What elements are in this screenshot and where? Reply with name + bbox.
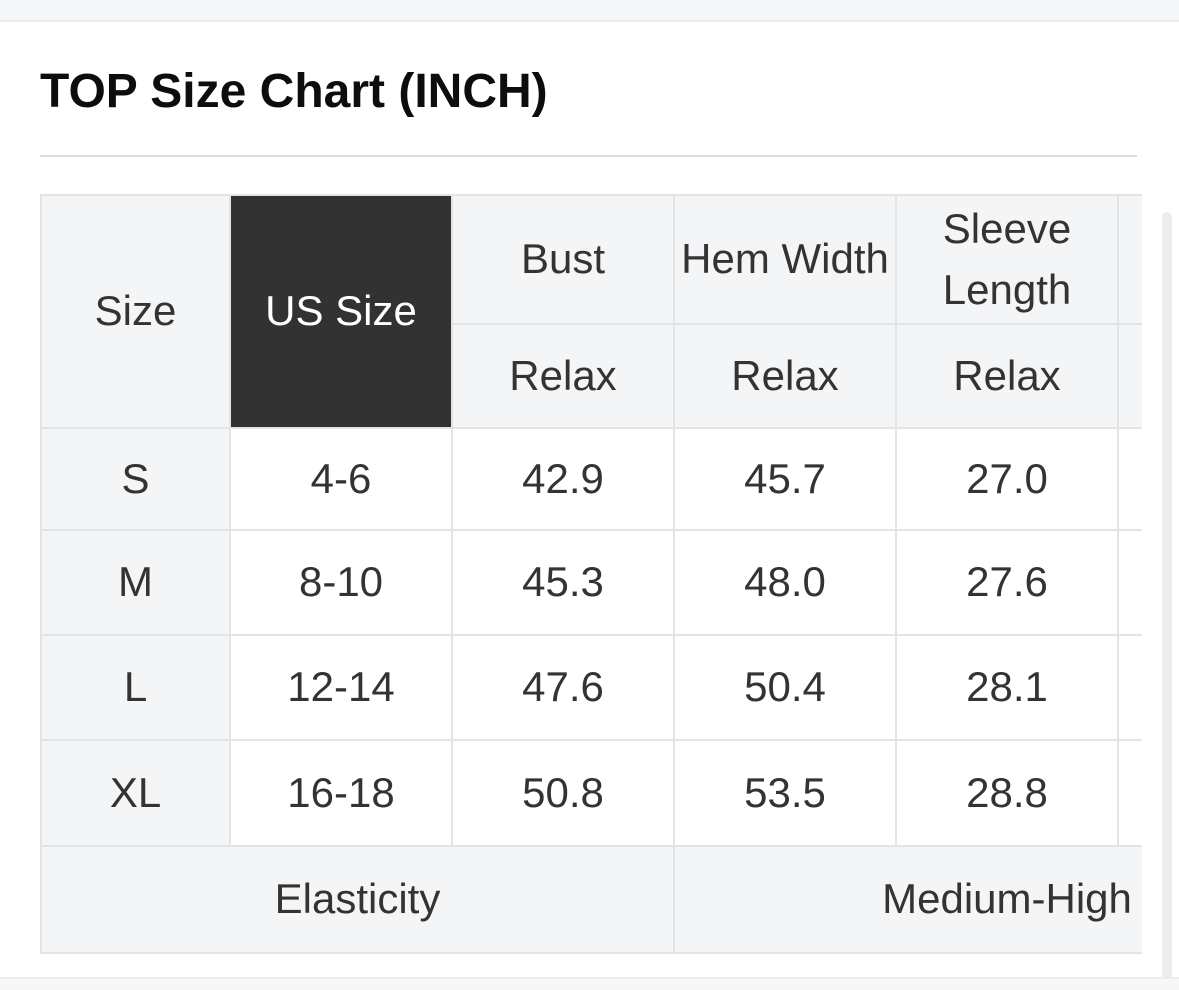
cell-us-size: 12-14 <box>229 634 453 742</box>
cell-partial <box>1117 739 1142 848</box>
header-sleeve-length: Sleeve Length <box>895 194 1119 326</box>
header-us-size-toggle[interactable]: US Size <box>229 194 453 430</box>
cell-sleeve-length: 27.6 <box>895 529 1119 637</box>
size-chart-table: Size US Size Bust Hem Width Sleeve Lengt… <box>40 194 1142 955</box>
header-hem-width-relax: Relax <box>673 323 897 430</box>
cell-size: L <box>40 634 231 742</box>
cell-us-size: 8-10 <box>229 529 453 637</box>
cell-us-size: 16-18 <box>229 739 453 848</box>
cell-sleeve-length: 28.8 <box>895 739 1119 848</box>
table-row-m: M 8-10 45.3 48.0 27.6 <box>40 529 1142 637</box>
cell-size: S <box>40 427 231 532</box>
title-divider <box>40 155 1137 158</box>
header-hem-width: Hem Width <box>673 194 897 326</box>
header-row-fit: Relax Relax Relax <box>41 323 1142 430</box>
cell-bust: 45.3 <box>451 529 675 637</box>
cell-hem-width: 48.0 <box>673 529 897 637</box>
header-row-measures: Size US Size Bust Hem Width Sleeve Lengt… <box>40 194 1142 430</box>
cell-partial <box>1117 427 1142 532</box>
cell-hem-width: 50.4 <box>673 634 897 742</box>
cell-size: M <box>40 529 231 637</box>
cell-hem-width: 45.7 <box>673 427 897 532</box>
header-sleeve-length-relax: Relax <box>895 323 1119 430</box>
header-partial-column <box>1117 194 1142 326</box>
header-bust-relax: Relax <box>451 323 675 430</box>
size-chart-sheet: TOP Size Chart (INCH) Size US Size Bust … <box>0 64 1179 955</box>
cell-size: XL <box>40 739 231 848</box>
elasticity-label: Elasticity <box>40 845 675 955</box>
cell-sleeve-length: 28.1 <box>895 634 1119 742</box>
page-bottom-edge <box>0 977 1179 990</box>
table-row-xl: XL 16-18 50.8 53.5 28.8 <box>40 739 1142 848</box>
cell-sleeve-length: 27.0 <box>895 427 1119 532</box>
size-chart-table-container: Size US Size Bust Hem Width Sleeve Lengt… <box>40 194 1142 955</box>
header-size: Size <box>40 194 231 430</box>
page-title: TOP Size Chart (INCH) <box>40 65 548 118</box>
header-partial-relax <box>1117 323 1142 430</box>
cell-partial <box>1117 634 1142 742</box>
table-row-elasticity: Elasticity Medium-High <box>40 845 1142 955</box>
header-bust: Bust <box>451 194 675 326</box>
cell-us-size: 4-6 <box>229 427 453 532</box>
cell-partial <box>1117 529 1142 637</box>
cell-bust: 47.6 <box>451 634 675 742</box>
vertical-scrollbar[interactable] <box>1162 212 1172 990</box>
elasticity-value: Medium-High <box>673 845 1142 955</box>
page-top-edge <box>0 0 1179 22</box>
cell-hem-width: 53.5 <box>673 739 897 848</box>
table-row-l: L 12-14 47.6 50.4 28.1 <box>40 634 1142 742</box>
table-row-s: S 4-6 42.9 45.7 27.0 <box>40 427 1142 532</box>
cell-bust: 50.8 <box>451 739 675 848</box>
cell-bust: 42.9 <box>451 427 675 532</box>
